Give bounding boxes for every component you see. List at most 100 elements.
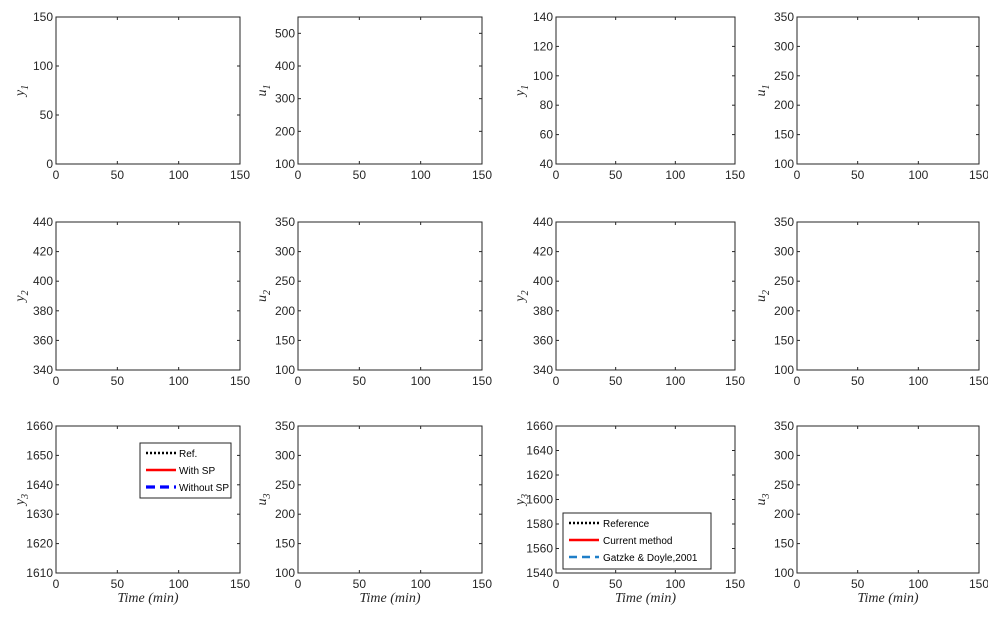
- legend-left: Ref. With SP Without SP: [139, 442, 232, 499]
- y-tick-label: 150: [774, 128, 794, 142]
- panel-u3_cmp: 100 150 200 250 300 350 0 50 100 150 u3 Time (min): [754, 419, 988, 606]
- y-axis-label: u1: [754, 85, 772, 97]
- y-axis-label: u1: [255, 85, 273, 97]
- y-axis-label-sub: 2: [20, 290, 31, 295]
- y-tick-label: 200: [275, 124, 295, 138]
- axes-frame: [796, 16, 980, 165]
- y-tick-label: 1580: [526, 517, 553, 531]
- x-tick-label: 50: [353, 374, 367, 388]
- plot-area: [298, 17, 482, 164]
- y-axis-label-main: y: [13, 498, 28, 507]
- y-tick-label: 80: [540, 98, 554, 112]
- panel-u2_cmp: 100 150 200 250 300 350 0 50 100 150 u2: [754, 215, 988, 388]
- y-axis-label: u2: [754, 290, 772, 302]
- y-tick-label: 100: [774, 363, 794, 377]
- x-tick-label: 100: [169, 168, 189, 182]
- y-tick-label: 40: [540, 157, 554, 171]
- y-tick-label: 1640: [526, 444, 553, 458]
- y-axis-label-sub: 3: [520, 494, 531, 500]
- x-tick-label: 100: [665, 577, 685, 591]
- y-tick-label: 300: [774, 39, 794, 53]
- y-axis-label-sub: 3: [761, 494, 772, 500]
- x-tick-label: 150: [969, 168, 988, 182]
- y-axis-label-main: u: [754, 295, 769, 302]
- y-axis-label-main: y: [513, 498, 528, 507]
- x-tick-label: 100: [411, 168, 431, 182]
- x-tick-label: 0: [53, 168, 60, 182]
- y-tick-label: 100: [275, 566, 295, 580]
- x-tick-label: 50: [851, 577, 865, 591]
- plot-area: [797, 426, 979, 573]
- x-tick-label: 0: [553, 374, 560, 388]
- y-axis-label-sub: 2: [262, 290, 273, 295]
- y-axis-label-sub: 1: [520, 85, 531, 90]
- axes-frame: [555, 16, 736, 165]
- axes-frame: [55, 16, 241, 165]
- y-tick-label: 400: [33, 274, 53, 288]
- y-tick-label: 200: [774, 304, 794, 318]
- y-tick-label: 120: [533, 39, 553, 53]
- panel-u2_sp: 100 150 200 250 300 350 0 50 100 150 u2: [255, 215, 492, 388]
- x-tick-label: 0: [553, 168, 560, 182]
- legend-label: Gatzke & Doyle,2001: [603, 553, 698, 564]
- y-tick-label: 100: [774, 566, 794, 580]
- y-tick-label: 100: [533, 69, 553, 83]
- x-tick-label: 100: [665, 168, 685, 182]
- y-tick-label: 150: [275, 537, 295, 551]
- y-tick-label: 440: [33, 215, 53, 229]
- x-tick-label: 150: [230, 168, 250, 182]
- x-tick-label: 150: [472, 168, 492, 182]
- x-tick-label: 50: [353, 168, 367, 182]
- y-tick-label: 250: [774, 69, 794, 83]
- axes-frame: [297, 425, 483, 574]
- y-tick-label: 150: [774, 333, 794, 347]
- y-tick-label: 150: [33, 10, 53, 24]
- x-tick-label: 100: [908, 374, 928, 388]
- x-tick-label: 0: [794, 577, 801, 591]
- axes-frame: [297, 16, 483, 165]
- x-tick-label: 0: [553, 577, 560, 591]
- x-tick-label: 0: [794, 374, 801, 388]
- y-tick-label: 100: [275, 363, 295, 377]
- plot-area: [56, 17, 240, 164]
- x-tick-label: 150: [725, 374, 745, 388]
- y-axis-label-sub: 3: [20, 494, 31, 500]
- panel-u1_cmp: 100 150 200 250 300 350 0 50 100 150 u1: [754, 10, 988, 182]
- axes-frame: [796, 221, 980, 371]
- y-axis-label: y2: [513, 290, 531, 303]
- y-axis-label-main: u: [255, 90, 270, 97]
- panel-u3_sp: 100 150 200 250 300 350 0 50 100 150 u3 Time (min): [255, 419, 492, 606]
- y-tick-label: 360: [533, 333, 553, 347]
- y-axis-label: y3: [513, 494, 531, 507]
- y-axis-label: u2: [255, 290, 273, 302]
- y-tick-label: 200: [774, 98, 794, 112]
- y-axis-label-sub: 1: [761, 85, 772, 90]
- axes-frame: [55, 425, 241, 574]
- y-tick-label: 400: [275, 59, 295, 73]
- x-tick-label: 0: [53, 577, 60, 591]
- y-tick-label: 420: [33, 245, 53, 259]
- y-axis-label: u3: [754, 494, 772, 506]
- y-axis-label-main: y: [13, 295, 28, 304]
- panel-y1_sp: 0 50 100 150 0 50 100 150 y1: [13, 10, 250, 182]
- panel-u1_sp: 100 200 300 400 500 0 50 100 150 u1: [255, 16, 492, 182]
- x-tick-label: 50: [609, 168, 623, 182]
- y-axis-label: y1: [513, 85, 531, 98]
- y-tick-label: 350: [275, 419, 295, 433]
- x-tick-label: 50: [851, 168, 865, 182]
- x-tick-label: 150: [230, 577, 250, 591]
- y-axis-label: y2: [13, 290, 31, 303]
- y-axis-label: y3: [13, 494, 31, 507]
- y-tick-label: 1640: [26, 478, 53, 492]
- x-tick-label: 0: [53, 374, 60, 388]
- y-tick-label: 340: [533, 363, 553, 377]
- y-axis-label-sub: 1: [20, 85, 31, 90]
- y-tick-label: 440: [533, 215, 553, 229]
- x-tick-label: 150: [969, 374, 988, 388]
- x-axis-label: Time (min): [359, 591, 420, 606]
- x-tick-label: 150: [472, 577, 492, 591]
- y-tick-label: 350: [774, 10, 794, 24]
- x-tick-label: 100: [411, 374, 431, 388]
- y-axis-label-sub: 2: [761, 290, 772, 295]
- y-axis-label-main: u: [255, 295, 270, 302]
